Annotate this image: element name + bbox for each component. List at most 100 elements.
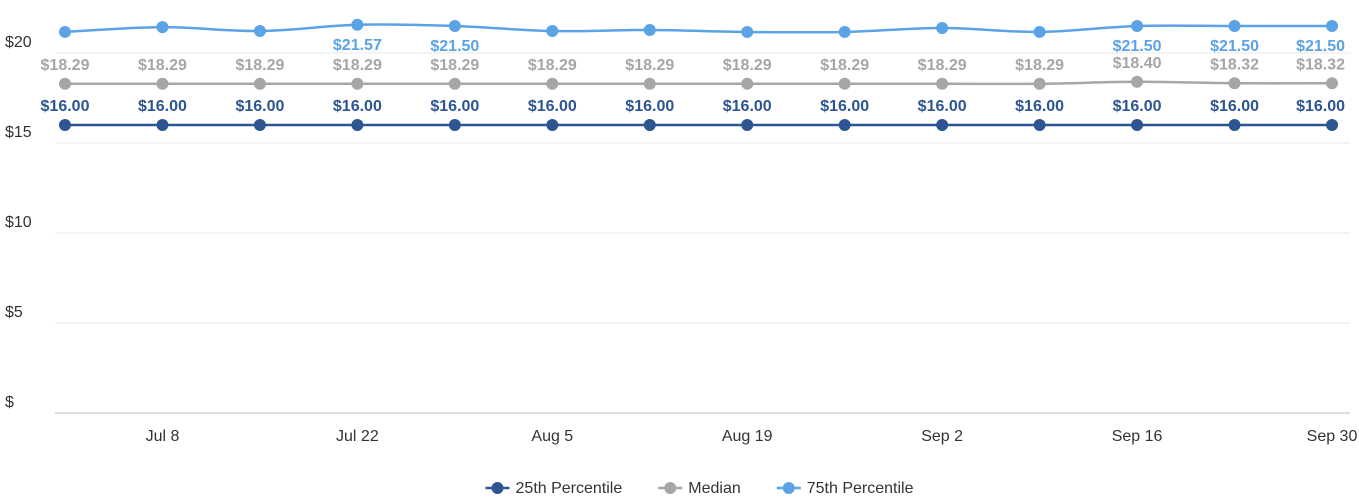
data-label: $16.00 [138,98,187,115]
legend: 25th Percentile Median 75th Percentile [485,480,914,497]
x-tick-label: Sep 30 [1307,428,1358,445]
y-tick-label: $15 [5,124,32,141]
data-label: $16.00 [918,98,967,115]
legend-label: 75th Percentile [807,480,914,497]
data-point [253,119,266,131]
data-point [1033,77,1046,90]
data-label: $16.00 [625,98,674,115]
data-point [1228,77,1241,90]
data-point [351,119,364,131]
data-label: $18.32 [1296,56,1345,73]
data-point [741,119,754,131]
data-point [1131,20,1144,32]
data-label: $16.00 [820,98,869,115]
series-line [64,23,1332,34]
x-tick-label: Aug 19 [722,428,773,445]
legend-item: 75th Percentile [776,480,914,497]
legend-marker [782,482,795,494]
data-label: $18.29 [333,57,382,74]
data-point [156,77,169,90]
data-point [1326,119,1338,131]
y-tick-label: $5 [5,304,23,321]
data-point [1326,77,1338,90]
data-point [59,25,71,38]
data-point [1131,119,1144,131]
data-point [351,77,364,90]
data-label: $18.29 [430,57,479,74]
legend-item: Median [658,480,741,497]
data-label: $18.29 [1015,57,1064,74]
data-point [1228,119,1241,131]
data-point [156,119,169,131]
y-tick-label: $10 [5,214,32,231]
data-point [448,119,461,131]
legend-item: 25th Percentile [485,480,623,497]
legend-label: 25th Percentile [516,480,623,497]
legend-marker [491,482,504,494]
series-line [64,80,1333,86]
data-label: $16.00 [1296,98,1345,115]
data-label: $21.50 [1210,38,1259,55]
data-label: $18.29 [138,57,187,74]
data-label: $16.00 [1113,98,1162,115]
data-label: $21.50 [1296,38,1345,55]
data-point [838,25,851,38]
data-label: $18.29 [41,57,90,74]
data-label: $21.50 [430,38,479,55]
data-label: $18.29 [528,57,577,74]
data-point [838,77,851,90]
data-label: $16.00 [1210,98,1259,115]
y-tick-label: $20 [5,34,32,51]
data-label: $18.29 [820,57,869,74]
data-point [643,119,656,131]
data-point [1033,25,1046,38]
data-point [643,77,656,90]
data-point [546,25,559,38]
data-point [1033,119,1046,131]
data-point [1326,20,1338,32]
data-label: $18.29 [723,57,772,74]
data-label: $21.57 [333,37,382,54]
legend-marker [664,482,677,494]
x-tick-label: Sep 2 [921,428,963,445]
data-point [448,20,461,32]
data-point [253,77,266,90]
data-point [59,119,71,131]
data-point [936,21,949,34]
data-label: $16.00 [333,98,382,115]
data-point [1228,20,1241,32]
data-point [351,18,364,31]
data-label: $18.29 [625,57,674,74]
data-label: $18.40 [1113,55,1162,72]
data-point [741,77,754,90]
legend-label: Median [688,480,740,497]
data-point [936,119,949,131]
data-point [741,25,754,38]
data-label: $16.00 [430,98,479,115]
data-label: $21.50 [1113,38,1162,55]
data-point [1131,75,1144,88]
data-point [253,25,266,38]
data-label: $16.00 [235,98,284,115]
x-tick-label: Jul 8 [146,428,180,445]
data-label: $16.00 [41,98,90,115]
data-point [59,77,71,90]
data-point [546,119,559,131]
x-tick-label: Aug 5 [531,428,573,445]
data-point [546,77,559,90]
y-tick-label: $ [5,394,14,411]
data-label: $18.29 [918,57,967,74]
data-label: $18.32 [1210,56,1259,73]
x-tick-label: Jul 22 [336,428,379,445]
data-point [448,77,461,90]
data-label: $16.00 [723,98,772,115]
data-point [838,119,851,131]
data-point [936,77,949,90]
data-label: $16.00 [528,98,577,115]
data-point [156,21,169,34]
data-label: $16.00 [1015,98,1064,115]
data-point [643,23,656,36]
data-label: $18.29 [235,57,284,74]
